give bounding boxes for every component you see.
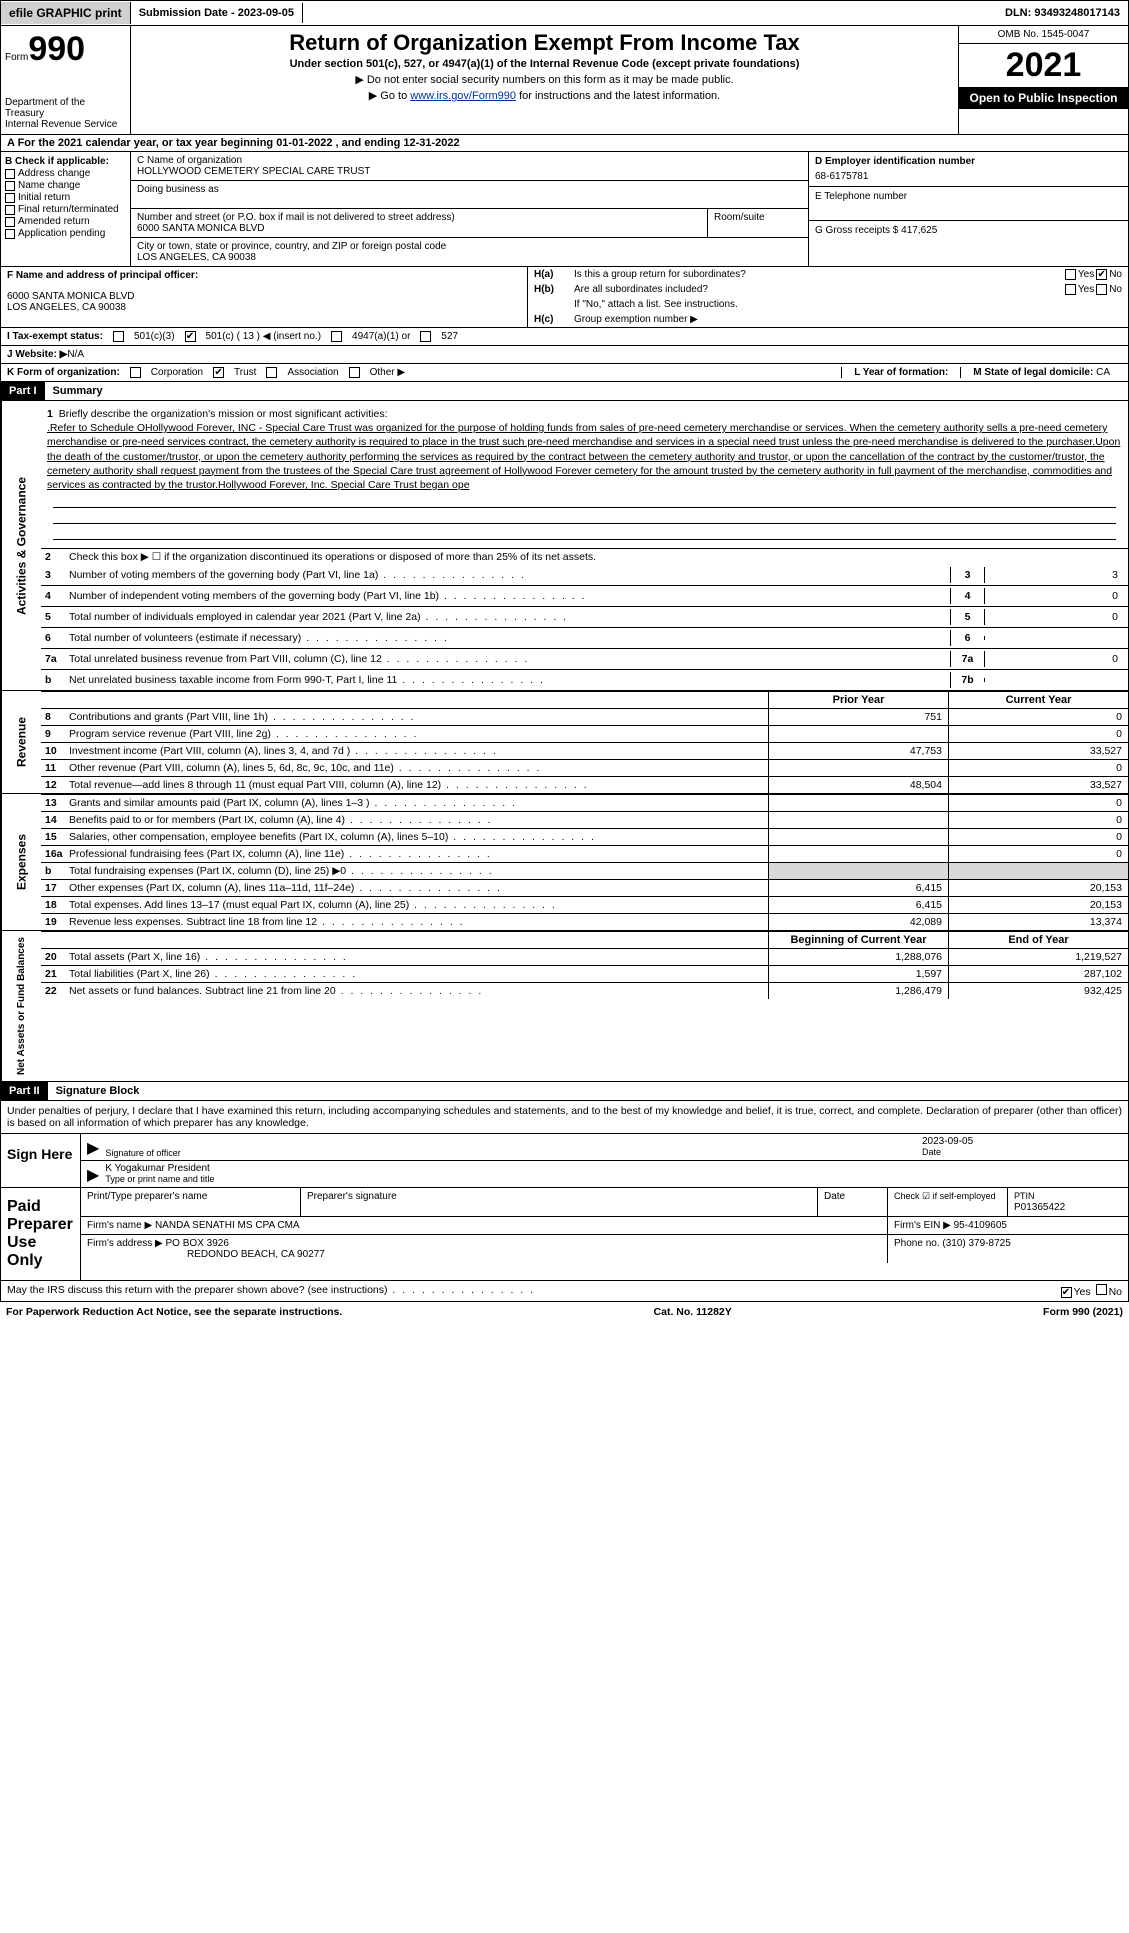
footer: For Paperwork Reduction Act Notice, see … (0, 1302, 1129, 1322)
dept-treasury: Department of the Treasury Internal Reve… (5, 97, 126, 130)
data-line: 14Benefits paid to or for members (Part … (41, 811, 1128, 828)
efile-print-button[interactable]: efile GRAPHIC print (1, 2, 131, 24)
tax-year: 2021 (959, 44, 1128, 87)
tab-expenses: Expenses (1, 794, 41, 930)
part2-header: Part II Signature Block (0, 1082, 1129, 1101)
org-city: LOS ANGELES, CA 90038 (137, 252, 802, 263)
chk-501c[interactable]: ✔ (185, 331, 196, 342)
form-title: Return of Organization Exempt From Incom… (135, 30, 954, 56)
firm-addr1: PO BOX 3926 (166, 1238, 229, 1249)
chk-initial-return[interactable] (5, 193, 15, 203)
row-a-tax-year: A For the 2021 calendar year, or tax yea… (0, 135, 1129, 152)
summary-line: 6Total number of volunteers (estimate if… (41, 627, 1128, 648)
data-line: bTotal fundraising expenses (Part IX, co… (41, 862, 1128, 879)
section-revenue: Revenue Prior YearCurrent Year 8Contribu… (0, 691, 1129, 794)
officer-name: K Yogakumar President (105, 1163, 210, 1174)
data-line: 8Contributions and grants (Part VIII, li… (41, 708, 1128, 725)
section-activities-governance: Activities & Governance 1 Briefly descri… (0, 401, 1129, 691)
ptin: P01365422 (1014, 1202, 1065, 1213)
ein: 68-6175781 (815, 171, 1122, 182)
officer-addr1: 6000 SANTA MONICA BLVD (7, 291, 521, 302)
row-f-officer: F Name and address of principal officer:… (0, 267, 1129, 328)
sign-here-label: Sign Here (1, 1134, 81, 1187)
chk-other[interactable] (349, 367, 360, 378)
data-line: 9Program service revenue (Part VIII, lin… (41, 725, 1128, 742)
form-note-ssn: ▶ Do not enter social security numbers o… (135, 73, 954, 86)
omb-number: OMB No. 1545-0047 (959, 26, 1128, 44)
chk-assoc[interactable] (266, 367, 277, 378)
chk-address-change[interactable] (5, 169, 15, 179)
data-line: 15Salaries, other compensation, employee… (41, 828, 1128, 845)
summary-line: 3Number of voting members of the governi… (41, 565, 1128, 585)
chk-ha-no[interactable]: ✔ (1096, 269, 1107, 280)
form-header: Form990 Department of the Treasury Inter… (0, 26, 1129, 135)
chk-final-return[interactable] (5, 205, 15, 215)
arrow-icon: ▶ (87, 1165, 99, 1185)
section-expenses: Expenses 13Grants and similar amounts pa… (0, 794, 1129, 931)
row-j-website: J Website: ▶ N/A (0, 346, 1129, 364)
chk-name-change[interactable] (5, 181, 15, 191)
row-k-form-org: K Form of organization: Corporation ✔Tru… (0, 364, 1129, 382)
open-to-public: Open to Public Inspection (959, 87, 1128, 109)
data-line: 16aProfessional fundraising fees (Part I… (41, 845, 1128, 862)
mission-text: .Refer to Schedule OHollywood Forever, I… (47, 422, 1120, 491)
arrow-icon: ▶ (87, 1138, 99, 1158)
chk-trust[interactable]: ✔ (213, 367, 224, 378)
gross-receipts: 417,625 (901, 225, 937, 236)
chk-discuss-no[interactable] (1096, 1284, 1107, 1295)
tab-activities: Activities & Governance (1, 401, 41, 690)
data-line: 10Investment income (Part VIII, column (… (41, 742, 1128, 759)
col-b-checkboxes: B Check if applicable: Address change Na… (1, 152, 131, 266)
data-line: 18Total expenses. Add lines 13–17 (must … (41, 896, 1128, 913)
col-c-org-info: C Name of organizationHOLLYWOOD CEMETERY… (131, 152, 808, 266)
data-line: 21Total liabilities (Part X, line 26)1,5… (41, 965, 1128, 982)
chk-application-pending[interactable] (5, 229, 15, 239)
chk-amended-return[interactable] (5, 217, 15, 227)
chk-hb-yes[interactable] (1065, 284, 1076, 295)
data-line: 22Net assets or fund balances. Subtract … (41, 982, 1128, 999)
data-line: 13Grants and similar amounts paid (Part … (41, 794, 1128, 811)
chk-4947[interactable] (331, 331, 342, 342)
firm-phone: (310) 379-8725 (942, 1238, 1010, 1249)
info-grid: B Check if applicable: Address change Na… (0, 152, 1129, 267)
section-net-assets: Net Assets or Fund Balances Beginning of… (0, 931, 1129, 1082)
org-street: 6000 SANTA MONICA BLVD (137, 223, 701, 234)
data-line: 20Total assets (Part X, line 16)1,288,07… (41, 948, 1128, 965)
col-d-ein: D Employer identification number68-61757… (808, 152, 1128, 266)
chk-hb-no[interactable] (1096, 284, 1107, 295)
summary-line: 7aTotal unrelated business revenue from … (41, 648, 1128, 669)
part1-header: Part I Summary (0, 382, 1129, 401)
tab-revenue: Revenue (1, 691, 41, 793)
chk-discuss-yes[interactable]: ✔ (1061, 1287, 1072, 1298)
tab-net-assets: Net Assets or Fund Balances (1, 931, 41, 1081)
form-subtitle: Under section 501(c), 527, or 4947(a)(1)… (135, 58, 954, 70)
sig-date: 2023-09-05 (922, 1136, 973, 1147)
dln: DLN: 93493248017143 (997, 3, 1128, 23)
discuss-row: May the IRS discuss this return with the… (0, 1281, 1129, 1302)
summary-line: 4Number of independent voting members of… (41, 585, 1128, 606)
signature-block: Under penalties of perjury, I declare th… (0, 1101, 1129, 1281)
chk-ha-yes[interactable] (1065, 269, 1076, 280)
officer-addr2: LOS ANGELES, CA 90038 (7, 302, 521, 313)
summary-line: bNet unrelated business taxable income f… (41, 669, 1128, 690)
data-line: 12Total revenue—add lines 8 through 11 (… (41, 776, 1128, 793)
paid-preparer-label: Paid Preparer Use Only (1, 1188, 81, 1280)
summary-line: 5Total number of individuals employed in… (41, 606, 1128, 627)
firm-name: NANDA SENATHI MS CPA CMA (155, 1220, 300, 1231)
irs-link[interactable]: www.irs.gov/Form990 (410, 90, 516, 102)
data-line: 19Revenue less expenses. Subtract line 1… (41, 913, 1128, 930)
submission-date: Submission Date - 2023-09-05 (131, 3, 303, 23)
firm-ein: 95-4109605 (954, 1220, 1007, 1231)
data-line: 11Other revenue (Part VIII, column (A), … (41, 759, 1128, 776)
chk-527[interactable] (420, 331, 431, 342)
form-number: Form990 (5, 30, 126, 69)
row-i-tax-status: I Tax-exempt status: 501(c)(3) ✔501(c) (… (0, 328, 1129, 346)
form-note-link: ▶ Go to www.irs.gov/Form990 for instruct… (135, 89, 954, 102)
org-name: HOLLYWOOD CEMETERY SPECIAL CARE TRUST (137, 166, 802, 177)
chk-501c3[interactable] (113, 331, 124, 342)
topbar: efile GRAPHIC print Submission Date - 20… (0, 0, 1129, 26)
chk-corp[interactable] (130, 367, 141, 378)
firm-addr2: REDONDO BEACH, CA 90277 (187, 1249, 325, 1260)
data-line: 17Other expenses (Part IX, column (A), l… (41, 879, 1128, 896)
